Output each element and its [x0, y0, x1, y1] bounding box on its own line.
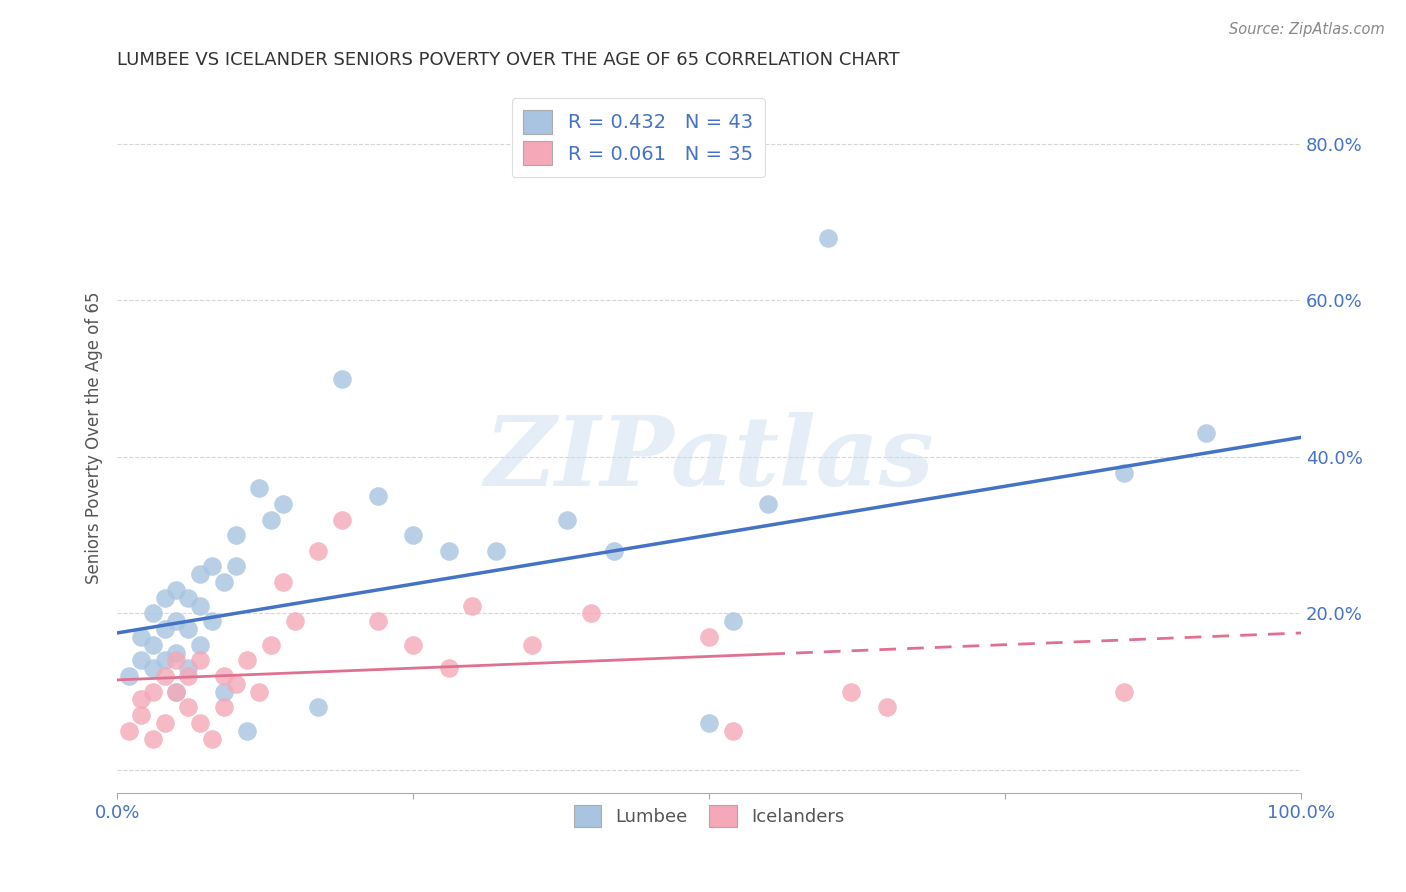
Point — [817, 231, 839, 245]
Point — [142, 731, 165, 746]
Point — [165, 653, 187, 667]
Point — [236, 723, 259, 738]
Point — [330, 512, 353, 526]
Point — [129, 708, 152, 723]
Point — [308, 700, 330, 714]
Point — [153, 591, 176, 605]
Point — [129, 653, 152, 667]
Point — [437, 661, 460, 675]
Point — [1112, 466, 1135, 480]
Point — [165, 614, 187, 628]
Point — [177, 700, 200, 714]
Point — [284, 614, 307, 628]
Point — [271, 575, 294, 590]
Point — [236, 653, 259, 667]
Point — [1112, 684, 1135, 698]
Point — [201, 614, 224, 628]
Point — [485, 543, 508, 558]
Point — [212, 700, 235, 714]
Point — [402, 638, 425, 652]
Point — [129, 630, 152, 644]
Point — [153, 653, 176, 667]
Point — [153, 715, 176, 730]
Point — [212, 669, 235, 683]
Text: ZIPatlas: ZIPatlas — [484, 412, 934, 506]
Point — [212, 575, 235, 590]
Point — [225, 677, 247, 691]
Point — [188, 567, 211, 582]
Point — [153, 669, 176, 683]
Point — [201, 731, 224, 746]
Point — [188, 653, 211, 667]
Point — [579, 607, 602, 621]
Point — [721, 723, 744, 738]
Point — [402, 528, 425, 542]
Point — [142, 684, 165, 698]
Point — [271, 497, 294, 511]
Point — [247, 684, 270, 698]
Point — [461, 599, 484, 613]
Point — [367, 614, 389, 628]
Point — [188, 715, 211, 730]
Point — [118, 723, 141, 738]
Point — [225, 528, 247, 542]
Point — [330, 372, 353, 386]
Y-axis label: Seniors Poverty Over the Age of 65: Seniors Poverty Over the Age of 65 — [86, 291, 103, 583]
Point — [188, 638, 211, 652]
Point — [165, 684, 187, 698]
Point — [247, 481, 270, 495]
Point — [367, 489, 389, 503]
Point — [153, 622, 176, 636]
Point — [118, 669, 141, 683]
Point — [142, 661, 165, 675]
Point — [177, 661, 200, 675]
Point — [697, 715, 720, 730]
Point — [839, 684, 862, 698]
Point — [225, 559, 247, 574]
Point — [697, 630, 720, 644]
Legend: Lumbee, Icelanders: Lumbee, Icelanders — [567, 797, 852, 834]
Point — [260, 638, 283, 652]
Point — [212, 684, 235, 698]
Point — [165, 646, 187, 660]
Point — [177, 622, 200, 636]
Point — [142, 638, 165, 652]
Point — [437, 543, 460, 558]
Point — [177, 591, 200, 605]
Text: LUMBEE VS ICELANDER SENIORS POVERTY OVER THE AGE OF 65 CORRELATION CHART: LUMBEE VS ICELANDER SENIORS POVERTY OVER… — [117, 51, 900, 69]
Point — [129, 692, 152, 706]
Point — [876, 700, 898, 714]
Point — [260, 512, 283, 526]
Point — [520, 638, 543, 652]
Point — [142, 607, 165, 621]
Point — [308, 543, 330, 558]
Point — [603, 543, 626, 558]
Point — [756, 497, 779, 511]
Point — [555, 512, 578, 526]
Point — [1195, 426, 1218, 441]
Point — [177, 669, 200, 683]
Point — [188, 599, 211, 613]
Point — [165, 684, 187, 698]
Point — [201, 559, 224, 574]
Point — [721, 614, 744, 628]
Point — [165, 582, 187, 597]
Text: Source: ZipAtlas.com: Source: ZipAtlas.com — [1229, 22, 1385, 37]
